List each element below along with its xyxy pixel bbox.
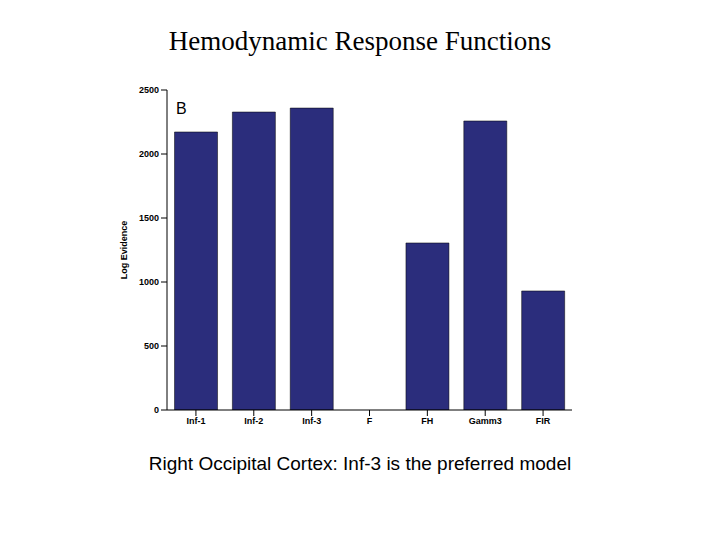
html-text:Hemodynamic Response Functions: Hemodynamic Response Functions bbox=[168, 26, 552, 56]
svg-text:Inf-3: Inf-3 bbox=[302, 416, 321, 426]
svg-text:F: F bbox=[367, 416, 373, 426]
html-text:Right Occipital Cortex: Inf-3: Right Occipital Cortex: Inf-3 is the pre… bbox=[148, 453, 572, 474]
svg-text:Inf-2: Inf-2 bbox=[244, 416, 263, 426]
svg-text:500: 500 bbox=[144, 341, 159, 351]
svg-text:0: 0 bbox=[154, 405, 159, 415]
svg-text:1500: 1500 bbox=[139, 213, 159, 223]
svg-text:FIR: FIR bbox=[536, 416, 551, 426]
svg-text:Gamm3: Gamm3 bbox=[469, 416, 502, 426]
svg-text:2000: 2000 bbox=[139, 149, 159, 159]
svg-text:FH: FH bbox=[421, 416, 433, 426]
html-text:B: B bbox=[176, 100, 187, 117]
svg-text:2500: 2500 bbox=[139, 85, 159, 95]
svg-text:1000: 1000 bbox=[139, 277, 159, 287]
svg-text:Inf-1: Inf-1 bbox=[186, 416, 205, 426]
svg-text:Log Evidence: Log Evidence bbox=[119, 221, 129, 280]
